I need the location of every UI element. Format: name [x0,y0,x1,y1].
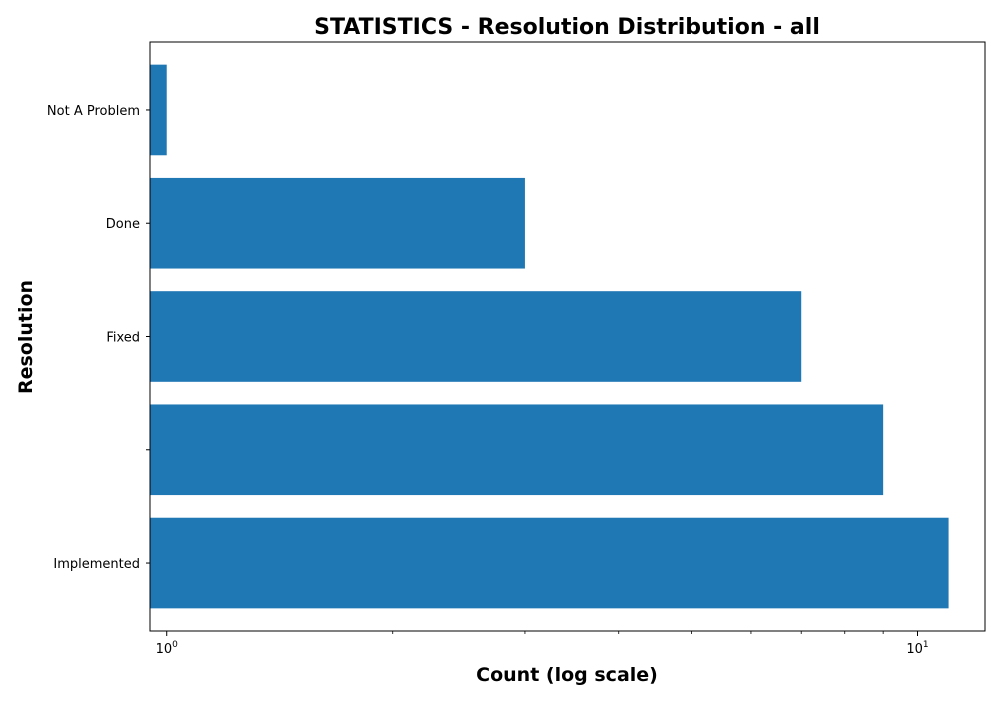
x-tick-label: 101 [906,640,928,657]
y-axis-label: Resolution [15,280,37,394]
bar [150,64,167,156]
chart-title: STATISTICS - Resolution Distribution - a… [314,15,820,40]
bar [150,177,525,269]
y-tick-label: Not A Problem [47,104,140,119]
y-tick-label: Fixed [106,331,140,346]
bar [150,404,884,496]
bars-group [150,64,949,609]
y-tick-label: Done [106,217,140,232]
x-tick-label: 100 [156,640,179,657]
x-axis-ticks: 100 101 [156,631,929,657]
y-tick-label: Implemented [53,557,140,572]
bar [150,291,802,382]
bar [150,517,949,609]
y-axis-ticks: Not A Problem Done Fixed Implemented [47,104,150,572]
x-axis-label: Count (log scale) [476,664,658,686]
